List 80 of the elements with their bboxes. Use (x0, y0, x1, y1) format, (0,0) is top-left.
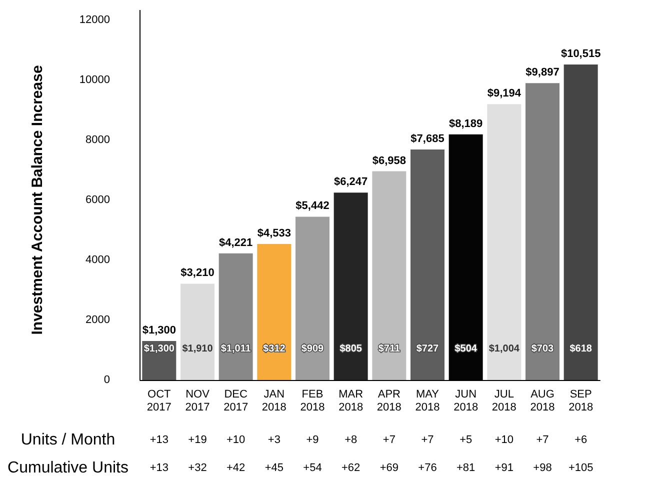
annotation: $711 (378, 344, 400, 354)
y-tick-label: 2000 (86, 314, 110, 326)
text: +6 (574, 434, 588, 446)
annotation: $312 (263, 344, 286, 354)
text: +54 (303, 462, 322, 474)
text: +69 (380, 462, 399, 474)
bar (334, 192, 368, 380)
annotation: $1,004 (488, 344, 520, 354)
data-label: $5,442 (296, 200, 330, 212)
text: Units / Month (20, 432, 116, 448)
bar (410, 149, 444, 380)
text: +9 (306, 434, 319, 446)
annotation: $1,011 (220, 344, 252, 354)
x-tick-label: OCT 2017 (146, 388, 172, 414)
annotation: $909 (301, 344, 324, 354)
data-label: $9,897 (526, 66, 560, 79)
text: +10 (226, 434, 246, 446)
bar (180, 284, 214, 380)
y-tick-label: 4000 (86, 254, 110, 266)
text: +98 (533, 462, 552, 474)
bar (526, 83, 560, 380)
y-tick-label: 12000 (79, 14, 110, 26)
annotation: $1,910 (182, 344, 214, 354)
text: Cumulative Units (8, 460, 128, 476)
text: +42 (226, 462, 246, 474)
x-tick-label: JAN 2018 (262, 388, 286, 414)
x-tick-label: APR 2018 (376, 388, 402, 414)
annotation: $1,300 (144, 344, 175, 354)
y-axis-title: Investment Account Balance Increase (29, 65, 46, 335)
text: +8 (344, 434, 358, 446)
text: +3 (268, 434, 280, 446)
text: +10 (494, 434, 514, 446)
text: +32 (188, 462, 207, 474)
data-label: $7,685 (410, 132, 444, 145)
text: +91 (494, 462, 514, 474)
data-label: $4,533 (257, 228, 291, 240)
y-tick-label: 6000 (86, 194, 110, 206)
text: +62 (341, 462, 360, 474)
bar (487, 104, 522, 380)
x-tick-label: MAR 2018 (338, 388, 364, 414)
text: +19 (188, 434, 207, 446)
text: +13 (150, 462, 169, 474)
text: +7 (536, 434, 549, 446)
y-tick-label: 0 (104, 374, 110, 386)
text: +76 (418, 462, 437, 474)
bar (296, 216, 330, 380)
text: +5 (460, 434, 472, 446)
data-label: $10,515 (560, 48, 601, 60)
x-tick-label: AUG 2018 (530, 388, 555, 414)
text: +45 (264, 462, 284, 474)
annotation: $618 (570, 344, 592, 354)
x-tick-label: FEB 2018 (300, 388, 325, 414)
data-label: $3,210 (180, 267, 214, 280)
data-label: $4,221 (219, 236, 253, 249)
data-label: $6,247 (334, 176, 368, 188)
x-tick-label: MAY 2018 (415, 388, 440, 414)
x-tick-label: DEC 2017 (224, 388, 248, 414)
text: +13 (150, 434, 169, 446)
text: +81 (456, 462, 476, 474)
x-tick-label: NOV 2017 (185, 388, 210, 414)
text: +7 (421, 434, 434, 446)
data-label: $9,194 (487, 88, 522, 100)
x-tick-label: JUL 2018 (492, 388, 516, 414)
data-label: $6,958 (372, 154, 406, 167)
data-label: $8,189 (449, 118, 483, 130)
bar (218, 253, 253, 380)
annotation: $504 (454, 344, 478, 354)
annotation: $703 (531, 344, 554, 354)
data-label: $1,300 (142, 324, 176, 336)
x-tick-label: JUN 2018 (454, 388, 478, 414)
y-tick-label: 8000 (86, 134, 110, 146)
y-tick-label: 10000 (79, 74, 110, 86)
annotation: $727 (416, 344, 440, 354)
bar (257, 244, 292, 380)
bar (372, 171, 406, 380)
text: +7 (382, 434, 396, 446)
text: +105 (568, 462, 594, 474)
annotation: $805 (340, 344, 362, 354)
bar (564, 64, 598, 380)
x-tick-label: SEP 2018 (568, 388, 594, 414)
